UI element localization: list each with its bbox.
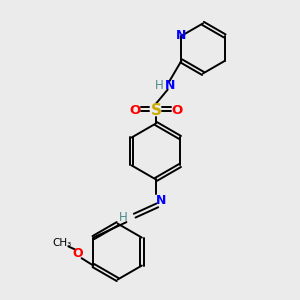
Text: S: S — [150, 103, 161, 118]
Text: H: H — [118, 211, 127, 224]
Text: N: N — [156, 194, 166, 207]
Text: H: H — [155, 79, 164, 92]
Text: O: O — [129, 104, 140, 117]
Text: O: O — [172, 104, 183, 117]
Text: O: O — [72, 247, 83, 260]
Text: N: N — [176, 29, 187, 42]
Text: CH₃: CH₃ — [53, 238, 72, 248]
Text: N: N — [165, 79, 175, 92]
